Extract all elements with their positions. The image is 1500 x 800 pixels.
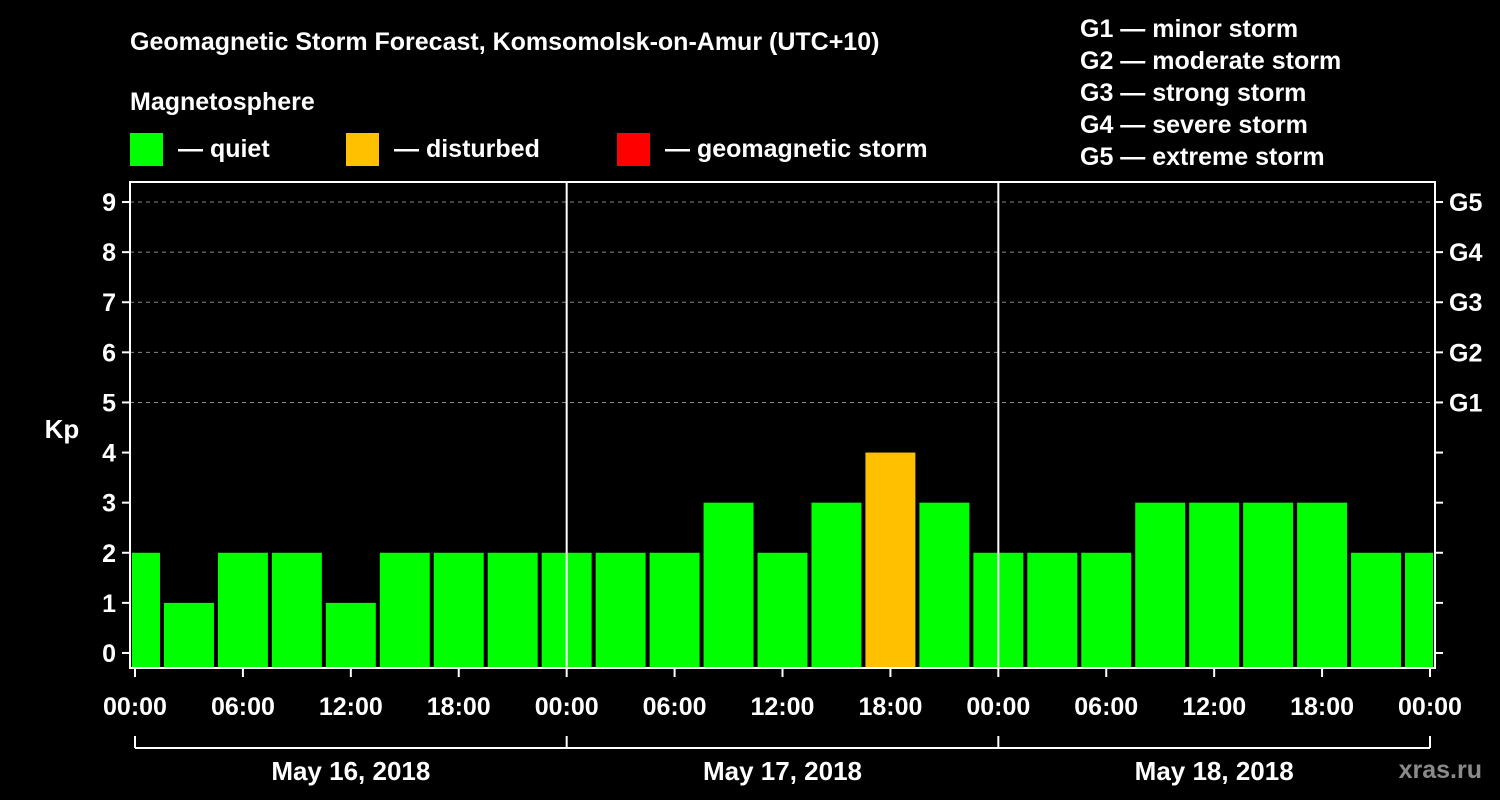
- kp-bar: [325, 602, 376, 668]
- bars: [132, 452, 1433, 668]
- y-tick-label: 8: [102, 239, 116, 267]
- y-tick-label: 9: [102, 189, 116, 217]
- kp-bar: [757, 552, 808, 668]
- y-axis-label: Kp: [45, 414, 80, 444]
- kp-bar: [919, 502, 970, 668]
- x-tick-label: 18:00: [1290, 693, 1354, 721]
- x-tick-label: 12:00: [319, 693, 383, 721]
- kp-bar: [1189, 502, 1240, 668]
- right-tick-label: G1: [1449, 389, 1482, 417]
- y-tick-label: 6: [102, 339, 116, 367]
- x-tick-label: 00:00: [1398, 693, 1462, 721]
- kp-bar: [433, 552, 484, 668]
- right-tick-label: G2: [1449, 339, 1482, 367]
- grid: [130, 201, 1435, 403]
- kp-bar: [1297, 502, 1348, 668]
- kp-bar: [379, 552, 430, 668]
- chart-title: Geomagnetic Storm Forecast, Komsomolsk-o…: [130, 28, 879, 56]
- storm-scale-item: G1 — minor storm: [1080, 15, 1298, 43]
- kp-bar: [865, 452, 916, 668]
- kp-bar: [1405, 552, 1433, 668]
- day-label: May 16, 2018: [271, 756, 430, 786]
- x-tick-label: 12:00: [1182, 693, 1246, 721]
- storm-scale-item: G3 — strong storm: [1080, 79, 1306, 107]
- storm-scale-item: G2 — moderate storm: [1080, 47, 1341, 75]
- x-tick-label: 06:00: [1074, 693, 1138, 721]
- kp-bar: [811, 502, 862, 668]
- kp-bar: [1135, 502, 1186, 668]
- x-tick-label: 06:00: [211, 693, 275, 721]
- kp-bar: [595, 552, 646, 668]
- kp-bar: [271, 552, 322, 668]
- kp-bar: [1081, 552, 1132, 668]
- legend-swatch: [617, 133, 650, 166]
- x-tick-label: 00:00: [966, 693, 1030, 721]
- kp-bar: [132, 552, 160, 668]
- kp-bar: [1243, 502, 1294, 668]
- y-tick-label: 5: [102, 389, 116, 417]
- watermark: xras.ru: [1399, 756, 1482, 784]
- kp-bar: [487, 552, 538, 668]
- legend-title: Magnetosphere: [130, 88, 315, 116]
- day-label: May 18, 2018: [1135, 756, 1294, 786]
- legend-label: — quiet: [178, 135, 270, 163]
- x-tick-label: 18:00: [427, 693, 491, 721]
- y-tick-label: 3: [102, 490, 116, 518]
- legend: — quiet — disturbed — geomagnetic storm: [130, 133, 928, 166]
- legend-label: — disturbed: [394, 135, 540, 163]
- kp-bar: [163, 602, 214, 668]
- kp-bar: [649, 552, 700, 668]
- axes: 0 1 2 3 4 5 6 7 8 9 G1 G2 G3 G4 G5 00:00 06:00 12:00 18:00…: [102, 181, 1482, 786]
- storm-scale-list: G1 — minor storm G2 — moderate storm G3 — …: [1080, 15, 1341, 171]
- right-tick-label: G4: [1449, 239, 1482, 267]
- x-tick-label: 12:00: [751, 693, 815, 721]
- x-tick-label: 00:00: [103, 693, 167, 721]
- y-tick-label: 2: [102, 540, 116, 568]
- storm-scale-item: G5 — extreme storm: [1080, 143, 1325, 171]
- legend-swatch: [130, 133, 163, 166]
- y-tick-label: 4: [102, 440, 116, 468]
- kp-bar: [1027, 552, 1078, 668]
- y-tick-label: 7: [102, 289, 116, 317]
- storm-scale-item: G4 — severe storm: [1080, 111, 1308, 139]
- y-tick-label: 0: [102, 640, 116, 668]
- day-label: May 17, 2018: [703, 756, 862, 786]
- x-tick-label: 18:00: [858, 693, 922, 721]
- y-tick-label: 1: [102, 590, 116, 618]
- kp-bar: [1351, 552, 1402, 668]
- right-tick-label: G5: [1449, 189, 1482, 217]
- legend-swatch: [346, 133, 379, 166]
- x-tick-label: 06:00: [643, 693, 707, 721]
- x-tick-label: 00:00: [535, 693, 599, 721]
- legend-label: — geomagnetic storm: [665, 135, 928, 163]
- kp-bar: [703, 502, 754, 668]
- kp-bar: [217, 552, 268, 668]
- right-tick-label: G3: [1449, 289, 1482, 317]
